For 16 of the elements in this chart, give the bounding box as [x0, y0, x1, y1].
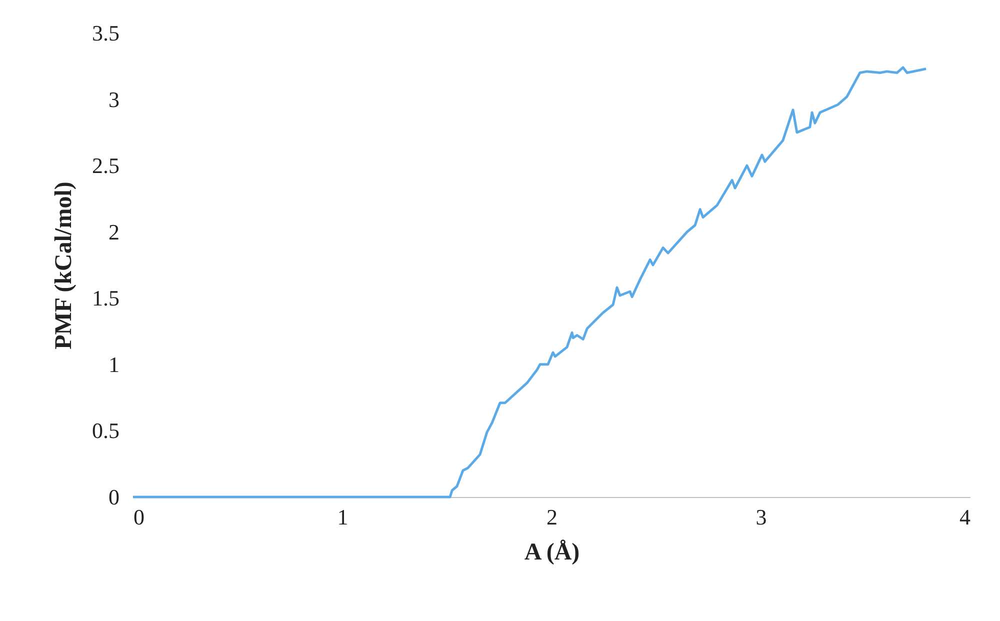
y-axis-title: PMF (kCal/mol): [51, 182, 77, 350]
y-tick-label: 2.5: [92, 153, 120, 178]
line-series: [132, 66, 928, 498]
y-tick-label: 1.5: [92, 286, 120, 311]
y-tick-label: 3: [108, 86, 120, 112]
y-tick-label: 0: [108, 484, 120, 510]
y-tick-label: 2: [108, 219, 120, 244]
y-tick-label: 1: [108, 352, 120, 377]
y-tick-label: 0.5: [92, 418, 120, 444]
x-tick-label: 1: [337, 504, 348, 530]
y-tick-label: 3.5: [92, 20, 120, 46]
x-tick-label: 4: [960, 504, 970, 530]
x-axis-title: A (Å): [524, 540, 580, 566]
x-tick-label: 3: [756, 504, 767, 530]
x-tick-label: 2: [546, 504, 558, 530]
x-tick-label: 0: [134, 504, 144, 530]
